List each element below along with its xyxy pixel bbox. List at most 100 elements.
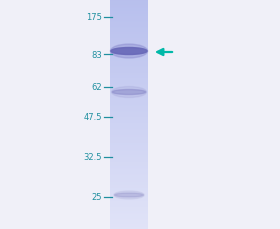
Bar bbox=[110, 98, 148, 100]
Bar bbox=[110, 196, 148, 197]
Bar bbox=[110, 168, 148, 170]
Bar bbox=[110, 134, 148, 136]
Bar bbox=[110, 47, 148, 49]
Bar bbox=[110, 172, 148, 173]
Bar bbox=[110, 156, 148, 157]
Bar bbox=[110, 135, 148, 137]
Ellipse shape bbox=[114, 191, 144, 199]
Ellipse shape bbox=[111, 48, 147, 55]
Bar bbox=[110, 165, 148, 166]
Bar bbox=[110, 153, 148, 155]
Bar bbox=[110, 105, 148, 107]
Bar bbox=[110, 114, 148, 116]
Bar bbox=[110, 78, 148, 79]
Bar bbox=[110, 86, 148, 87]
Bar bbox=[110, 60, 148, 61]
Bar bbox=[110, 113, 148, 115]
Bar bbox=[110, 111, 148, 113]
Bar bbox=[110, 87, 148, 89]
Bar bbox=[110, 120, 148, 122]
Bar bbox=[110, 30, 148, 31]
Bar bbox=[110, 152, 148, 154]
Bar bbox=[110, 139, 148, 140]
Bar bbox=[110, 148, 148, 149]
Bar bbox=[110, 167, 148, 169]
Bar bbox=[110, 147, 148, 148]
Bar bbox=[110, 70, 148, 71]
Bar bbox=[110, 202, 148, 203]
Bar bbox=[110, 200, 148, 202]
Ellipse shape bbox=[111, 87, 146, 98]
Bar bbox=[110, 214, 148, 216]
Bar bbox=[110, 218, 148, 219]
Bar bbox=[110, 38, 148, 39]
Bar bbox=[110, 205, 148, 207]
Bar bbox=[110, 80, 148, 82]
Text: 175: 175 bbox=[86, 14, 102, 22]
Bar bbox=[110, 82, 148, 84]
Bar bbox=[110, 61, 148, 62]
Bar bbox=[110, 163, 148, 164]
Bar bbox=[110, 176, 148, 178]
Bar bbox=[110, 79, 148, 81]
Bar bbox=[110, 18, 148, 20]
Bar bbox=[110, 68, 148, 69]
Bar bbox=[110, 223, 148, 225]
Bar bbox=[110, 220, 148, 221]
Bar bbox=[110, 32, 148, 34]
Bar bbox=[110, 198, 148, 200]
Bar bbox=[110, 49, 148, 51]
Bar bbox=[110, 14, 148, 15]
Bar bbox=[110, 128, 148, 130]
Bar bbox=[110, 137, 148, 139]
Bar bbox=[110, 155, 148, 156]
Bar bbox=[110, 221, 148, 223]
Bar bbox=[110, 159, 148, 161]
Bar bbox=[110, 5, 148, 6]
Bar bbox=[110, 190, 148, 192]
Bar bbox=[110, 35, 148, 37]
Bar bbox=[110, 132, 148, 133]
Bar bbox=[110, 106, 148, 108]
Bar bbox=[110, 22, 148, 23]
Bar bbox=[110, 88, 148, 90]
Bar bbox=[110, 157, 148, 158]
Text: 47.5: 47.5 bbox=[83, 113, 102, 122]
Bar bbox=[110, 25, 148, 27]
Bar bbox=[110, 158, 148, 160]
Bar bbox=[110, 129, 148, 131]
Bar bbox=[110, 118, 148, 120]
Bar bbox=[110, 166, 148, 168]
Bar bbox=[110, 142, 148, 144]
Bar bbox=[110, 58, 148, 60]
Bar bbox=[110, 39, 148, 41]
Bar bbox=[110, 101, 148, 102]
Bar bbox=[110, 194, 148, 195]
Bar bbox=[110, 97, 148, 99]
Bar bbox=[110, 48, 148, 50]
Bar bbox=[110, 192, 148, 194]
Bar bbox=[110, 95, 148, 97]
Bar bbox=[110, 84, 148, 85]
Bar bbox=[110, 13, 148, 14]
Bar bbox=[110, 117, 148, 118]
Bar bbox=[110, 46, 148, 47]
Bar bbox=[110, 169, 148, 171]
Bar bbox=[110, 222, 148, 224]
Bar bbox=[110, 174, 148, 176]
Bar bbox=[110, 216, 148, 218]
Bar bbox=[110, 189, 148, 191]
Bar bbox=[110, 8, 148, 10]
Bar bbox=[110, 103, 148, 105]
Bar bbox=[110, 226, 148, 227]
Bar bbox=[110, 65, 148, 67]
Bar bbox=[110, 175, 148, 177]
Bar bbox=[110, 224, 148, 226]
Bar bbox=[110, 145, 148, 147]
Bar bbox=[110, 55, 148, 57]
Bar bbox=[110, 69, 148, 70]
Bar bbox=[110, 7, 148, 8]
Bar bbox=[110, 184, 148, 186]
Bar bbox=[110, 21, 148, 22]
Bar bbox=[110, 0, 148, 2]
